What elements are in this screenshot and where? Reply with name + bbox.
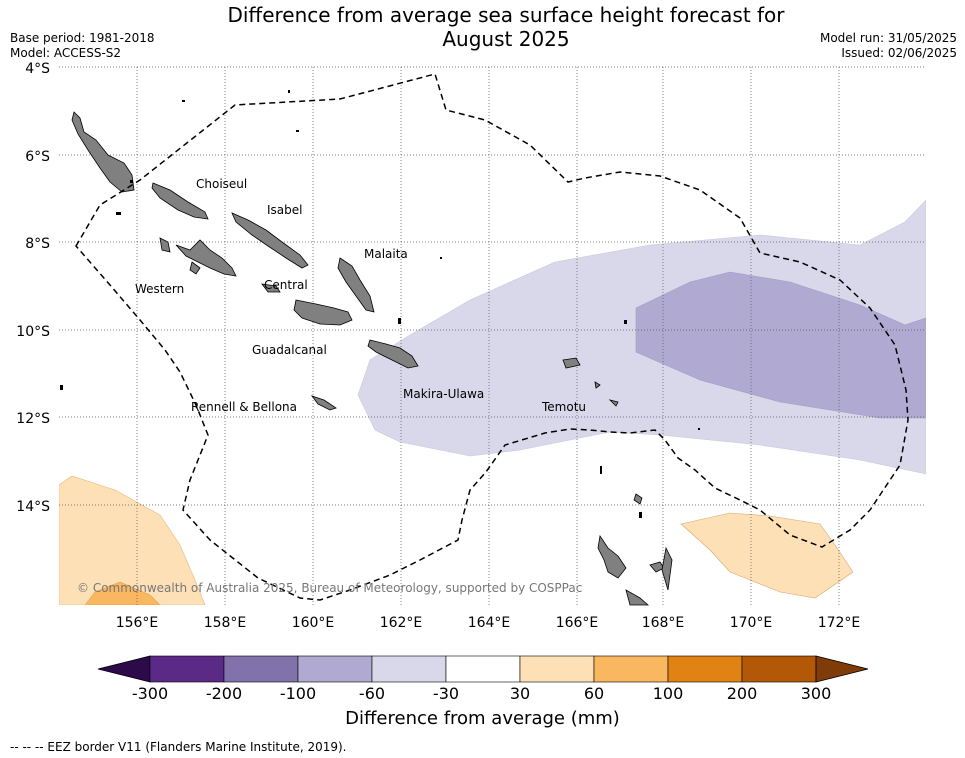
colorbar-tick: -30 <box>433 684 459 703</box>
place-label: Choiseul <box>196 177 247 191</box>
place-label: Makira-Ulawa <box>403 387 484 401</box>
colorbar-tick-labels: -300 -200 -100 -60 -30 30 60 100 200 300 <box>132 684 831 703</box>
island-tikopia <box>608 399 619 407</box>
island-guadalcanal <box>293 299 353 326</box>
anomaly-fields <box>59 199 926 605</box>
island-espiritu-santo <box>597 534 627 579</box>
colorbar-segment <box>223 655 299 683</box>
lon-label: 158°E <box>204 615 247 631</box>
island-ambrym <box>661 546 673 591</box>
lon-label: 170°E <box>730 615 773 631</box>
title-line-1: Difference from average sea surface heig… <box>227 3 785 27</box>
colorbar-segment <box>297 655 373 683</box>
anomaly-field-plus30-east <box>680 512 854 599</box>
longitude-labels: 156°E 158°E 160°E 162°E 164°E 166°E 168°… <box>116 615 861 631</box>
colorbar-tick: -300 <box>132 684 168 703</box>
place-label: Guadalcanal <box>252 343 327 357</box>
lon-label: 156°E <box>116 615 159 631</box>
place-labels: Choiseul Isabel Malaita Western Central … <box>135 177 586 414</box>
island-vella <box>159 237 171 253</box>
island-florida <box>261 283 281 293</box>
copyright-text: © Commonwealth of Australia 2025, Bureau… <box>77 581 582 595</box>
island-vanikoro <box>594 381 601 389</box>
title-line-2: August 2025 <box>442 27 570 51</box>
lon-label: 164°E <box>468 615 511 631</box>
run-info: Model run: 31/05/2025 Issued: 02/06/2025 <box>820 31 957 61</box>
colorbar-segment <box>741 655 817 683</box>
graticule <box>59 66 926 605</box>
colorbar-segment <box>593 655 669 683</box>
island-new-georgia <box>175 239 237 277</box>
map-title: Difference from average sea surface heig… <box>0 3 965 51</box>
colorbar-tick: 300 <box>801 684 832 703</box>
lon-label: 168°E <box>642 615 685 631</box>
lat-label: 10°S <box>16 324 50 340</box>
colorbar-extend-high <box>815 655 869 683</box>
model-run: Model run: 31/05/2025 <box>819 31 957 45</box>
lat-label: 4°S <box>25 61 50 77</box>
issued-date: Issued: 02/06/2025 <box>841 46 957 60</box>
eez-border <box>75 73 909 601</box>
colorbar-title: Difference from average (mm) <box>345 708 620 729</box>
island-santa-cruz <box>562 357 581 369</box>
island-bougainville <box>71 111 135 193</box>
colorbar-tick: -100 <box>280 684 316 703</box>
colorbar <box>97 655 869 683</box>
colorbar-tick: -200 <box>206 684 242 703</box>
colorbar-segment <box>445 655 521 683</box>
place-label: Rennell & Bellona <box>191 400 297 414</box>
colorbar-segment <box>371 655 447 683</box>
model-name: Model: ACCESS-S2 <box>10 46 122 60</box>
lon-label: 160°E <box>292 615 335 631</box>
land-masses <box>71 111 673 606</box>
place-label: Malaita <box>364 247 408 261</box>
place-label: Central <box>264 278 308 292</box>
colorbar-tick: 60 <box>584 684 604 703</box>
island-makira <box>367 339 419 369</box>
lon-label: 172°E <box>818 615 861 631</box>
small-islets <box>60 90 700 518</box>
island-efate <box>625 589 650 606</box>
eez-footnote: -- -- -- EEZ border V11 (Flanders Marine… <box>10 740 347 754</box>
colorbar-segment <box>667 655 743 683</box>
island-malaita <box>337 257 375 313</box>
anomaly-field-plus60-west <box>84 581 161 605</box>
island-rennell <box>310 395 337 411</box>
colorbar-segment <box>149 655 225 683</box>
island-rendova <box>189 261 201 275</box>
lat-label: 6°S <box>25 149 50 165</box>
colorbar-tick: -60 <box>359 684 385 703</box>
island-choiseul <box>151 182 209 220</box>
colorbar-tick: 30 <box>510 684 530 703</box>
colorbar-tick: 100 <box>653 684 684 703</box>
lat-label: 12°S <box>16 411 50 427</box>
lat-label: 8°S <box>25 236 50 252</box>
latitude-labels: 4°S 6°S 8°S 10°S 12°S 14°S <box>16 61 50 515</box>
model-info: Base period: 1981-2018 Model: ACCESS-S2 <box>10 31 155 61</box>
place-label: Temotu <box>541 400 586 414</box>
island-isabel <box>231 212 309 269</box>
colorbar-tick: 200 <box>727 684 758 703</box>
island-banks <box>633 493 643 505</box>
base-period: Base period: 1981-2018 <box>10 31 155 45</box>
colorbar-extend-low <box>97 655 151 683</box>
place-label: Western <box>135 282 184 296</box>
anomaly-field-plus30-west <box>59 475 206 605</box>
colorbar-segment <box>519 655 595 683</box>
lon-label: 166°E <box>556 615 599 631</box>
place-label: Isabel <box>267 203 302 217</box>
lon-label: 162°E <box>380 615 423 631</box>
anomaly-field-minus100 <box>635 271 926 419</box>
lat-label: 14°S <box>16 499 50 515</box>
